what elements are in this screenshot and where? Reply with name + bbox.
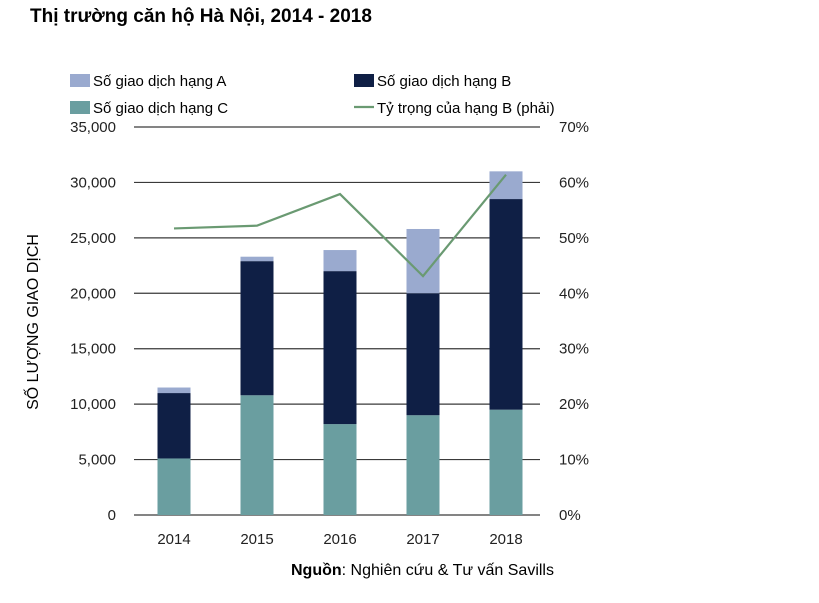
y-tick-label: 35,000 xyxy=(70,119,116,136)
x-tick-label: 2016 xyxy=(323,531,356,548)
bar-segment xyxy=(323,250,357,272)
bar-segment xyxy=(323,271,357,425)
y-axis-right: 0% 10% 20% 30% 40% 50% 60% 70% xyxy=(559,119,589,524)
legend-swatch xyxy=(354,74,374,87)
y2-tick-label: 30% xyxy=(559,341,589,358)
legend-label: Số giao dịch hạng C xyxy=(93,100,228,117)
x-tick-label: 2014 xyxy=(157,531,190,548)
bar-segment xyxy=(323,424,357,515)
legend-label: Số giao dịch hạng B xyxy=(377,73,511,90)
legend-swatch xyxy=(70,74,90,87)
y2-tick-label: 10% xyxy=(559,452,589,469)
bar-segment xyxy=(157,458,191,515)
y2-tick-label: 60% xyxy=(559,174,589,191)
share-line-path xyxy=(173,173,507,278)
y-tick-label: 30,000 xyxy=(70,174,116,191)
bar-segment xyxy=(406,293,440,416)
legend-label: Tỷ trọng của hạng B (phải) xyxy=(377,100,555,117)
source-label: Nguồn xyxy=(291,562,342,579)
y-axis-left: 0 5,000 10,000 15,000 20,000 25,000 30,000 35,0… xyxy=(70,119,116,524)
share-line xyxy=(173,173,507,278)
source-note: Nguồn: Nghiên cứu & Tư vấn Savills xyxy=(291,562,554,580)
y2-tick-label: 0% xyxy=(559,507,581,524)
y-tick-label: 5,000 xyxy=(78,452,116,469)
bar-segment xyxy=(406,415,440,515)
x-tick-label: 2017 xyxy=(406,531,439,548)
y2-tick-label: 20% xyxy=(559,396,589,413)
y-tick-label: 25,000 xyxy=(70,230,116,247)
legend: Số giao dịch hạng A Số giao dịch hạng B Số… xyxy=(70,73,555,117)
bar-segment xyxy=(489,409,523,515)
x-tick-label: 2015 xyxy=(240,531,273,548)
source-text: : Nghiên cứu & Tư vấn Savills xyxy=(341,562,554,579)
bar-segment xyxy=(157,393,191,459)
bars xyxy=(157,171,523,515)
bar-segment xyxy=(240,261,274,396)
bar-segment xyxy=(489,199,523,410)
bar-segment xyxy=(240,395,274,515)
y-tick-label: 10,000 xyxy=(70,396,116,413)
chart-title: Thị trường căn hộ Hà Nội, 2014 - 2018 xyxy=(30,6,372,27)
x-axis: 2014 2015 2016 2017 2018 xyxy=(157,531,522,548)
y-tick-label: 0 xyxy=(108,507,116,524)
bar-segment xyxy=(157,387,191,394)
y2-tick-label: 40% xyxy=(559,285,589,302)
y-tick-label: 15,000 xyxy=(70,341,116,358)
legend-swatch xyxy=(70,101,90,114)
x-tick-label: 2018 xyxy=(489,531,522,548)
y2-tick-label: 50% xyxy=(559,230,589,247)
bar-segment xyxy=(240,256,274,262)
legend-label: Số giao dịch hạng A xyxy=(93,73,226,90)
y2-tick-label: 70% xyxy=(559,119,589,136)
y-axis-label: SỐ LƯỢNG GIAO DỊCH xyxy=(22,234,42,410)
y-tick-label: 20,000 xyxy=(70,285,116,302)
